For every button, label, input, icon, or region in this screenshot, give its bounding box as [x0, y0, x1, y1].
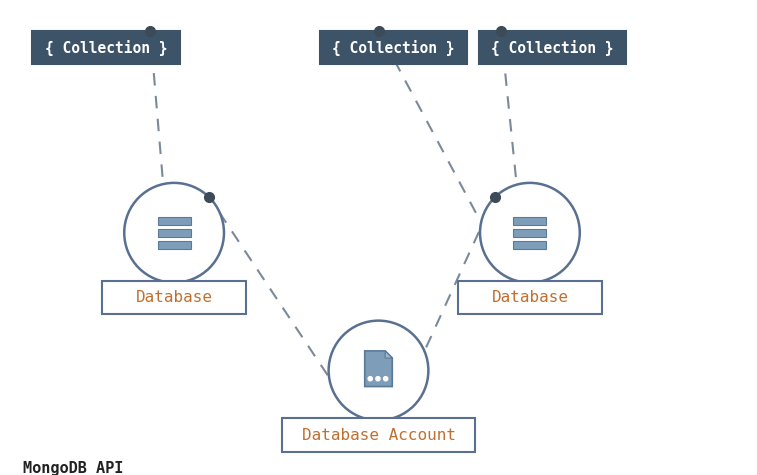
FancyBboxPatch shape: [157, 228, 191, 237]
Circle shape: [375, 377, 380, 381]
Text: Database: Database: [136, 290, 213, 305]
Polygon shape: [385, 351, 392, 358]
Circle shape: [329, 321, 428, 420]
Polygon shape: [365, 351, 392, 387]
FancyBboxPatch shape: [513, 228, 547, 237]
FancyBboxPatch shape: [157, 217, 191, 225]
Circle shape: [124, 183, 224, 283]
Text: Database Account: Database Account: [301, 428, 456, 443]
Text: { Collection }: { Collection }: [491, 39, 614, 56]
FancyBboxPatch shape: [513, 240, 547, 249]
FancyBboxPatch shape: [157, 240, 191, 249]
FancyBboxPatch shape: [282, 418, 475, 452]
Text: { Collection }: { Collection }: [332, 39, 455, 56]
FancyBboxPatch shape: [479, 31, 627, 64]
Circle shape: [368, 377, 372, 381]
FancyBboxPatch shape: [32, 31, 180, 64]
FancyBboxPatch shape: [513, 217, 547, 225]
Text: { Collection }: { Collection }: [45, 39, 167, 56]
Circle shape: [384, 377, 388, 381]
FancyBboxPatch shape: [319, 31, 467, 64]
Circle shape: [480, 183, 580, 283]
FancyBboxPatch shape: [458, 281, 602, 314]
Text: MongoDB API: MongoDB API: [23, 461, 123, 475]
Text: Database: Database: [491, 290, 569, 305]
FancyBboxPatch shape: [102, 281, 246, 314]
